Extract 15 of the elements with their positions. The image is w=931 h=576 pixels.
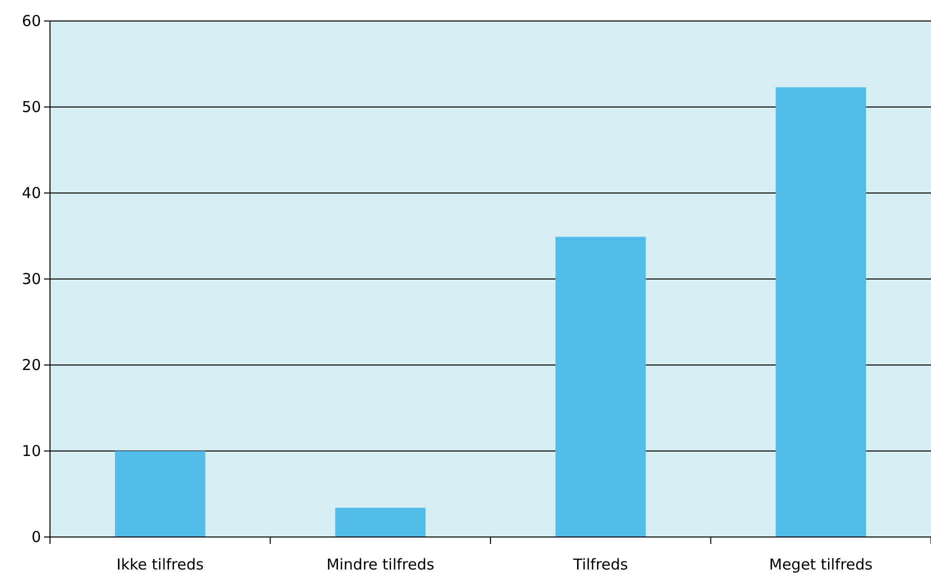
x-tick-label: Mindre tilfreds <box>326 556 434 574</box>
x-tick-label: Meget tilfreds <box>769 556 873 574</box>
bar <box>335 508 426 537</box>
y-tick-label: 60 <box>22 12 41 30</box>
y-tick-label: 10 <box>22 442 41 460</box>
x-tick-label: Ikke tilfreds <box>116 556 204 574</box>
y-tick-label: 50 <box>22 98 41 116</box>
y-tick-label: 30 <box>22 270 41 288</box>
y-tick-label: 40 <box>22 184 41 202</box>
y-tick-label: 20 <box>22 356 41 374</box>
y-tick-label: 0 <box>31 528 41 546</box>
bar <box>555 236 646 537</box>
bar <box>776 87 866 537</box>
bar <box>114 451 206 537</box>
x-tick-label: Tilfreds <box>572 556 628 574</box>
